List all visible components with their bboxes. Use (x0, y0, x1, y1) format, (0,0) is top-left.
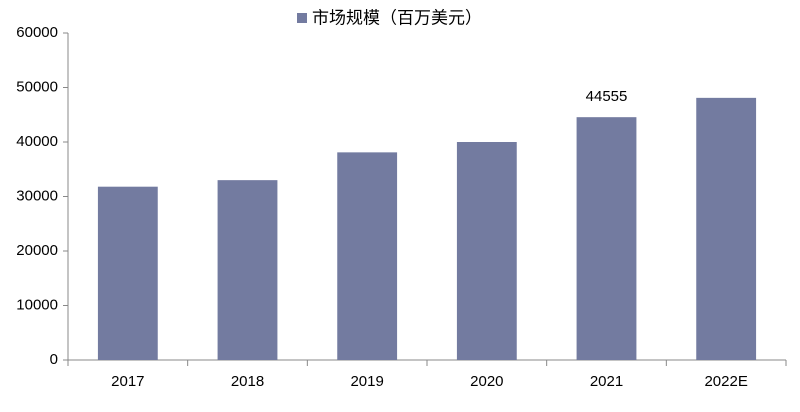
x-tick-label: 2018 (231, 373, 264, 390)
legend-swatch (297, 13, 307, 23)
y-tick-label: 20000 (16, 242, 58, 259)
y-tick-label: 30000 (16, 187, 58, 204)
y-tick-label: 0 (50, 351, 58, 368)
x-tick-label: 2017 (111, 373, 144, 390)
bar (337, 152, 398, 360)
data-label: 44555 (586, 88, 628, 105)
y-tick-label: 60000 (16, 24, 58, 41)
x-tick-label: 2022E (704, 373, 747, 390)
y-tick-label: 50000 (16, 78, 58, 95)
x-tick-label: 2020 (470, 373, 503, 390)
legend-label: 市场规模（百万美元） (312, 8, 482, 27)
bar (696, 97, 757, 360)
y-tick-label: 40000 (16, 133, 58, 150)
x-tick-label: 2019 (350, 373, 383, 390)
bar (217, 180, 278, 360)
bar (576, 117, 637, 360)
x-tick-label: 2021 (590, 373, 623, 390)
bar (456, 142, 517, 360)
legend: 市场规模（百万美元） (297, 8, 482, 27)
bar (97, 186, 158, 360)
y-tick-label: 10000 (16, 296, 58, 313)
